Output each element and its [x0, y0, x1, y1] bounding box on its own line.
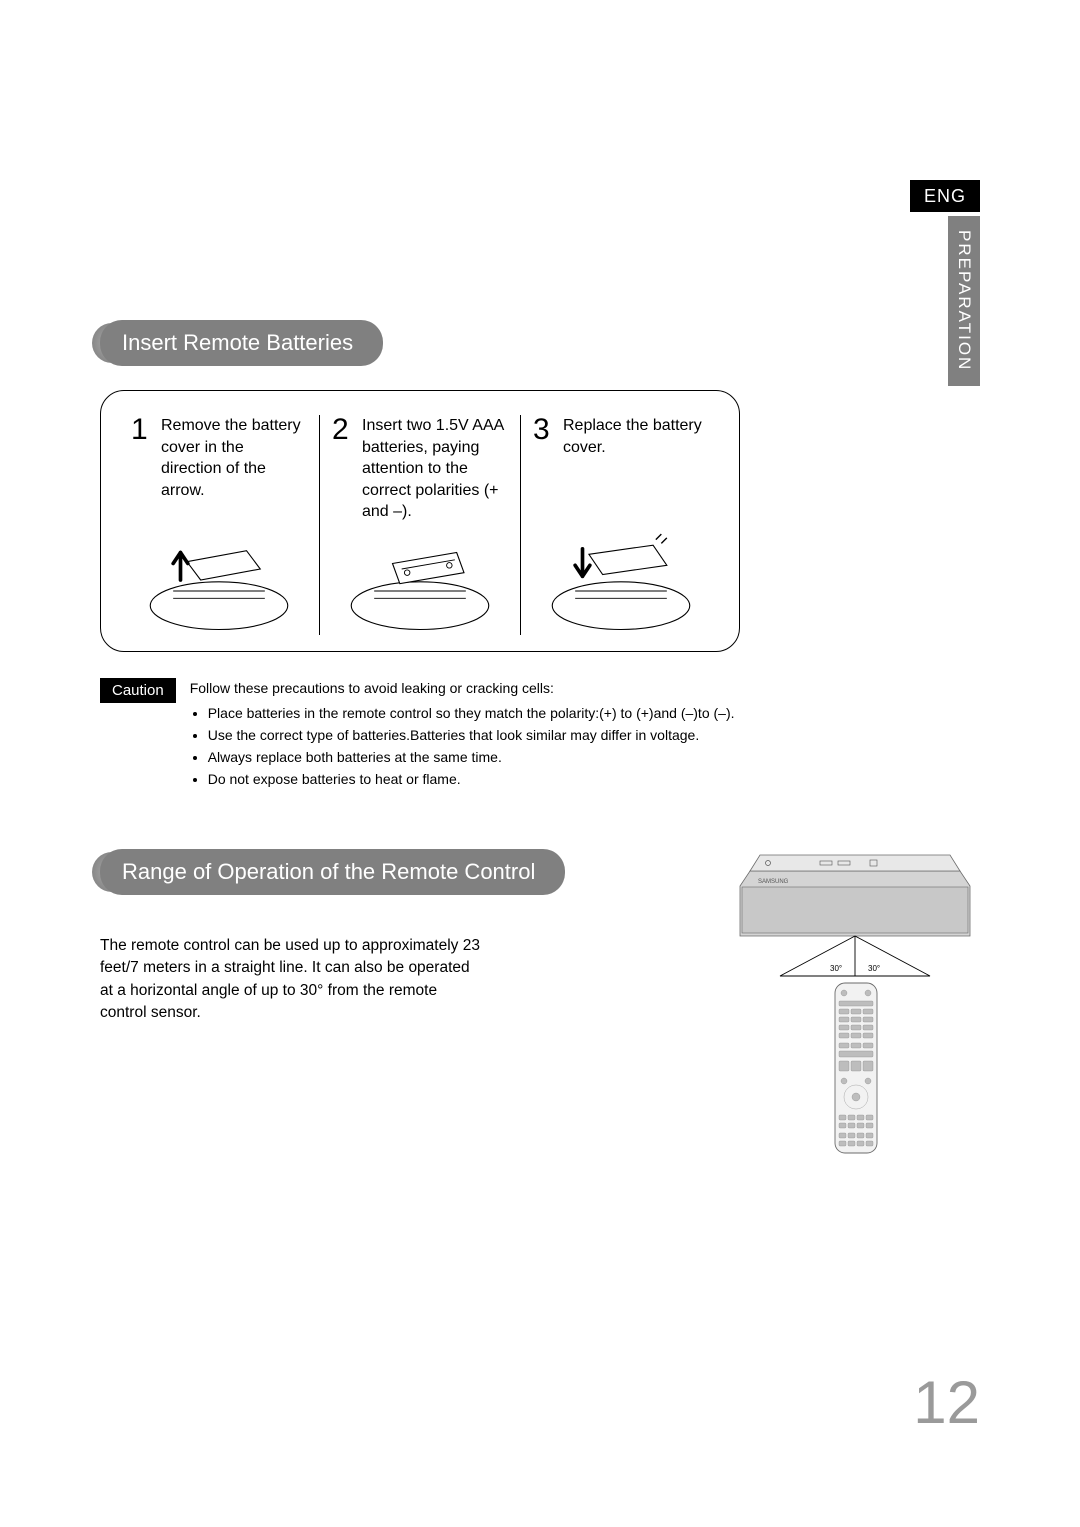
step-number: 1	[131, 415, 151, 445]
range-section: Range of Operation of the Remote Control…	[100, 831, 980, 1196]
step-1: 1 Remove the battery cover in the direct…	[119, 415, 319, 635]
battery-insert-icon	[332, 525, 508, 635]
step-number: 3	[533, 415, 553, 445]
range-description: The remote control can be used up to app…	[100, 935, 480, 1025]
caution-block: Caution Follow these precautions to avoi…	[100, 678, 840, 791]
range-diagram: SAMSUNG 30° 30°	[730, 831, 980, 1196]
caution-list: Place batteries in the remote control so…	[190, 703, 735, 790]
battery-cover-remove-icon	[131, 525, 307, 635]
section-title-insert-batteries: Insert Remote Batteries	[100, 320, 383, 366]
brand-label: SAMSUNG	[758, 879, 789, 885]
page-number: 12	[913, 1368, 980, 1437]
step-number: 2	[332, 415, 352, 445]
caution-label: Caution	[100, 678, 176, 703]
step-text: Replace the battery cover.	[563, 415, 709, 458]
step-3: 3 Replace the battery cover.	[520, 415, 721, 635]
step-text: Remove the battery cover in the directio…	[161, 415, 307, 501]
language-badge: ENG	[910, 180, 980, 212]
step-text: Insert two 1.5V AAA batteries, paying at…	[362, 415, 508, 523]
caution-item: Use the correct type of batteries.Batter…	[208, 725, 735, 746]
section-title-range: Range of Operation of the Remote Control	[100, 849, 565, 895]
step-2: 2 Insert two 1.5V AAA batteries, paying …	[319, 415, 520, 635]
caution-intro: Follow these precautions to avoid leakin…	[190, 678, 735, 699]
angle-left-label: 30°	[830, 964, 842, 973]
caution-item: Do not expose batteries to heat or flame…	[208, 769, 735, 790]
battery-cover-replace-icon	[533, 525, 709, 635]
section-tab: PREPARATION	[948, 216, 980, 386]
angle-right-label: 30°	[868, 964, 880, 973]
steps-container: 1 Remove the battery cover in the direct…	[100, 390, 740, 652]
caution-item: Place batteries in the remote control so…	[208, 703, 735, 724]
caution-body: Follow these precautions to avoid leakin…	[190, 678, 735, 791]
caution-item: Always replace both batteries at the sam…	[208, 747, 735, 768]
manual-page: ENG PREPARATION Insert Remote Batteries …	[0, 0, 1080, 1527]
